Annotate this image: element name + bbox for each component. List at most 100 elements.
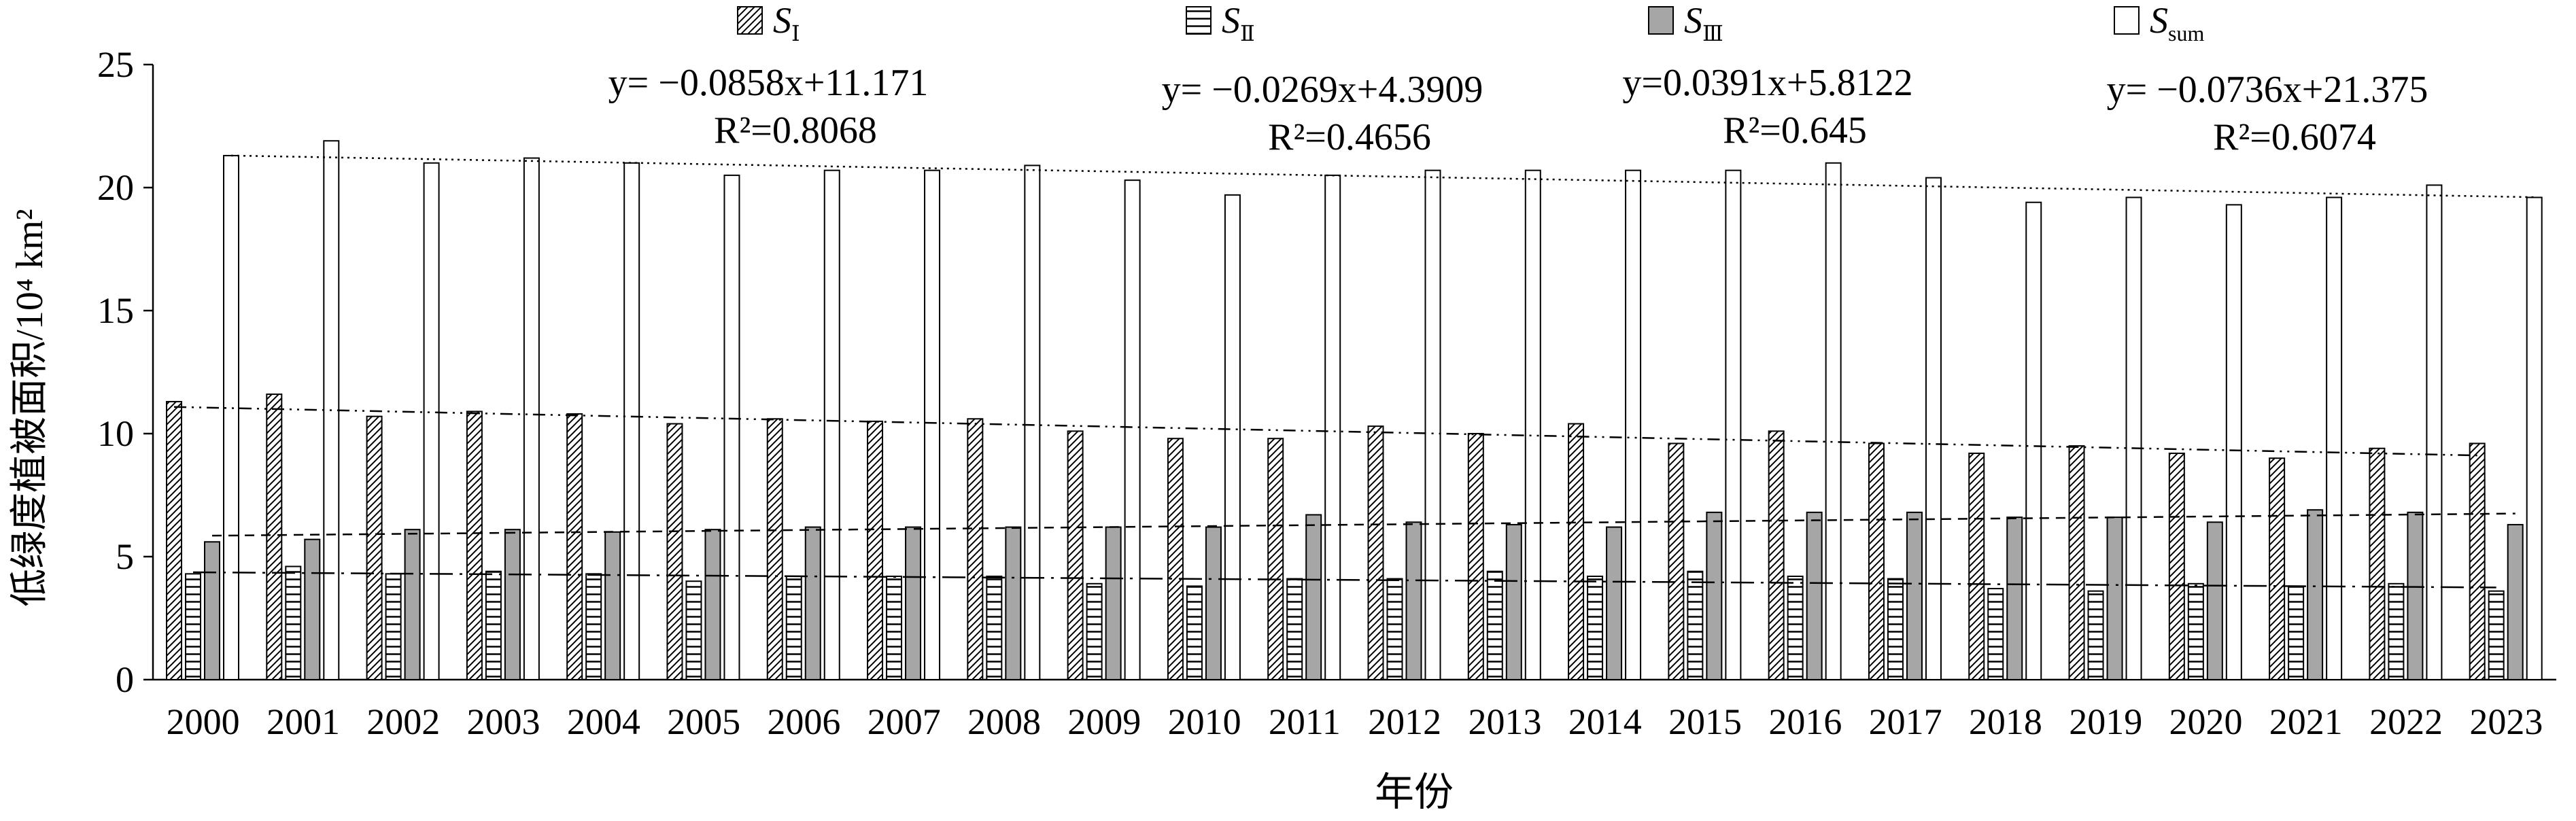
bar-ssum-2007 — [924, 169, 941, 681]
trend-r-squared: R²=0.8068 — [714, 109, 877, 152]
bar-s2-2018 — [1987, 588, 2004, 680]
bar-s2-2009 — [1086, 582, 1103, 680]
legend-label-s1: SⅠ — [773, 0, 800, 46]
annotations: y= −0.0858x+11.171 R²=0.8068 y= −0.0269x+4… — [608, 62, 2428, 158]
x-tick-label: 2002 — [366, 701, 440, 742]
bar-ssum-2000 — [223, 154, 239, 680]
x-tick-label: 2023 — [2469, 701, 2543, 742]
trend-equation: y=0.0391x+5.8122 — [1622, 62, 1912, 104]
bar-ssum-2017 — [1925, 177, 1942, 680]
x-axis-label: 年份 — [1375, 770, 1454, 814]
bar-s2-2007 — [886, 575, 903, 681]
bar-ssum-2012 — [1424, 169, 1441, 681]
y-axis-label: 低绿度植被面积/10⁴ km² — [9, 209, 51, 606]
x-tick-label: 2009 — [1067, 701, 1141, 742]
bar-s3-2004 — [604, 531, 621, 680]
bar-s1-2012 — [1367, 425, 1384, 680]
bar-s2-2005 — [685, 580, 702, 681]
x-tick-label: 2000 — [167, 701, 240, 742]
bar-s2-2021 — [2288, 585, 2305, 680]
bar-s1-2016 — [1768, 430, 1785, 680]
bar-s1-2008 — [967, 418, 984, 681]
trendline-s3 — [211, 512, 2515, 537]
bar-ssum-2003 — [523, 157, 540, 680]
bar-s1-2013 — [1467, 433, 1484, 680]
bar-s3-2007 — [905, 526, 922, 680]
y-tick-label: 0 — [116, 659, 134, 700]
x-tick-label: 2020 — [2169, 701, 2242, 742]
x-tick-label: 2022 — [2369, 701, 2443, 742]
bar-s2-2014 — [1587, 575, 1604, 681]
bar-ssum-2021 — [2326, 196, 2343, 681]
bar-s3-2012 — [1405, 521, 1422, 680]
bar-s1-2017 — [1868, 442, 1885, 680]
trendline-s1 — [173, 406, 2477, 457]
bar-ssum-2004 — [623, 162, 640, 681]
y-tick-label: 5 — [116, 536, 134, 577]
y-tick-label: 20 — [97, 167, 134, 208]
bar-s2-2011 — [1286, 578, 1303, 681]
bar-s2-2022 — [2388, 582, 2405, 680]
x-axis: 2000 2001 2002 2003 2004 2005 2006 2007 2008 2009… — [153, 678, 2556, 742]
bar-s2-2020 — [2187, 582, 2204, 680]
y-tick-label: 15 — [97, 290, 134, 331]
bar-ssum-2014 — [1625, 169, 1642, 681]
bar-s3-2003 — [504, 529, 521, 680]
bar-s2-2016 — [1787, 575, 1804, 681]
bar-s1-2011 — [1267, 438, 1284, 680]
y-tick-label: 25 — [97, 44, 134, 85]
bar-ssum-2011 — [1324, 174, 1341, 680]
bar-s1-2001 — [266, 394, 283, 681]
bar-s2-2013 — [1486, 570, 1503, 680]
legend-swatch-s1 — [737, 6, 763, 35]
legend: SⅠ SⅡ SⅢ Ssum — [737, 0, 2204, 46]
bar-s1-2019 — [2068, 445, 2085, 680]
bars — [166, 140, 2543, 681]
legend-label-s3: SⅢ — [1684, 0, 1723, 46]
trendline-ssum — [230, 154, 2535, 198]
x-tick-label: 2010 — [1168, 701, 1241, 742]
x-tick-label: 2017 — [1869, 701, 1942, 742]
trend-r-squared: R²=0.4656 — [1268, 116, 1431, 158]
bar-ssum-2015 — [1725, 169, 1742, 681]
bar-s3-2008 — [1005, 526, 1022, 680]
bar-s3-2006 — [804, 526, 821, 680]
trend-equation: y= −0.0269x+4.3909 — [1162, 69, 1483, 111]
bar-s1-2004 — [566, 413, 583, 680]
bar-s2-2006 — [785, 575, 802, 681]
bar-ssum-2010 — [1224, 194, 1241, 680]
x-tick-label: 2005 — [667, 701, 740, 742]
bar-s3-2014 — [1606, 526, 1623, 680]
legend-swatch-ssum — [2114, 6, 2140, 35]
bar-s3-2015 — [1706, 511, 1723, 681]
bar-s3-2018 — [2006, 517, 2023, 681]
x-tick-label: 2003 — [467, 701, 540, 742]
y-axis: 0 5 10 15 20 25 — [97, 44, 154, 700]
bar-s3-2016 — [1806, 511, 1823, 681]
bar-s3-2020 — [2206, 521, 2223, 680]
bar-ssum-2018 — [2025, 201, 2042, 681]
bar-s1-2022 — [2369, 447, 2386, 680]
bar-s1-2023 — [2469, 442, 2486, 680]
bar-s3-2001 — [304, 538, 321, 680]
x-tick-label: 2021 — [2269, 701, 2343, 742]
legend-label-ssum: Ssum — [2150, 0, 2204, 46]
bar-ssum-2019 — [2125, 196, 2142, 681]
bar-s1-2020 — [2168, 452, 2185, 681]
bar-s3-2011 — [1305, 514, 1322, 681]
bar-s2-2023 — [2488, 590, 2505, 680]
trendline-s2 — [192, 571, 2496, 589]
y-tick-label: 10 — [97, 413, 134, 454]
bar-s2-2002 — [385, 573, 402, 681]
bar-ssum-2022 — [2426, 184, 2443, 680]
bar-s3-2005 — [704, 529, 721, 680]
trend-r-squared: R²=0.6074 — [2213, 116, 2376, 158]
bar-s3-2019 — [2106, 517, 2123, 681]
bar-ssum-2006 — [823, 169, 840, 681]
bar-ssum-2002 — [423, 162, 440, 681]
bar-s3-2010 — [1205, 526, 1222, 680]
bar-s1-2010 — [1167, 438, 1184, 680]
bar-s1-2015 — [1668, 442, 1685, 680]
x-tick-label: 2013 — [1468, 701, 1541, 742]
bar-s2-2015 — [1687, 570, 1704, 680]
